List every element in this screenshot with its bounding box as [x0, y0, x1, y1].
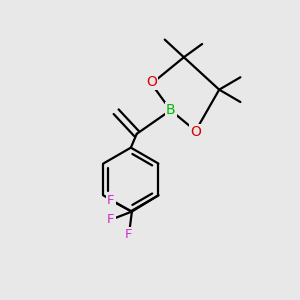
Text: F: F — [107, 194, 115, 207]
Text: O: O — [146, 75, 157, 89]
Text: F: F — [125, 228, 133, 241]
Text: O: O — [190, 125, 201, 139]
Text: F: F — [107, 213, 115, 226]
Text: B: B — [166, 103, 175, 117]
